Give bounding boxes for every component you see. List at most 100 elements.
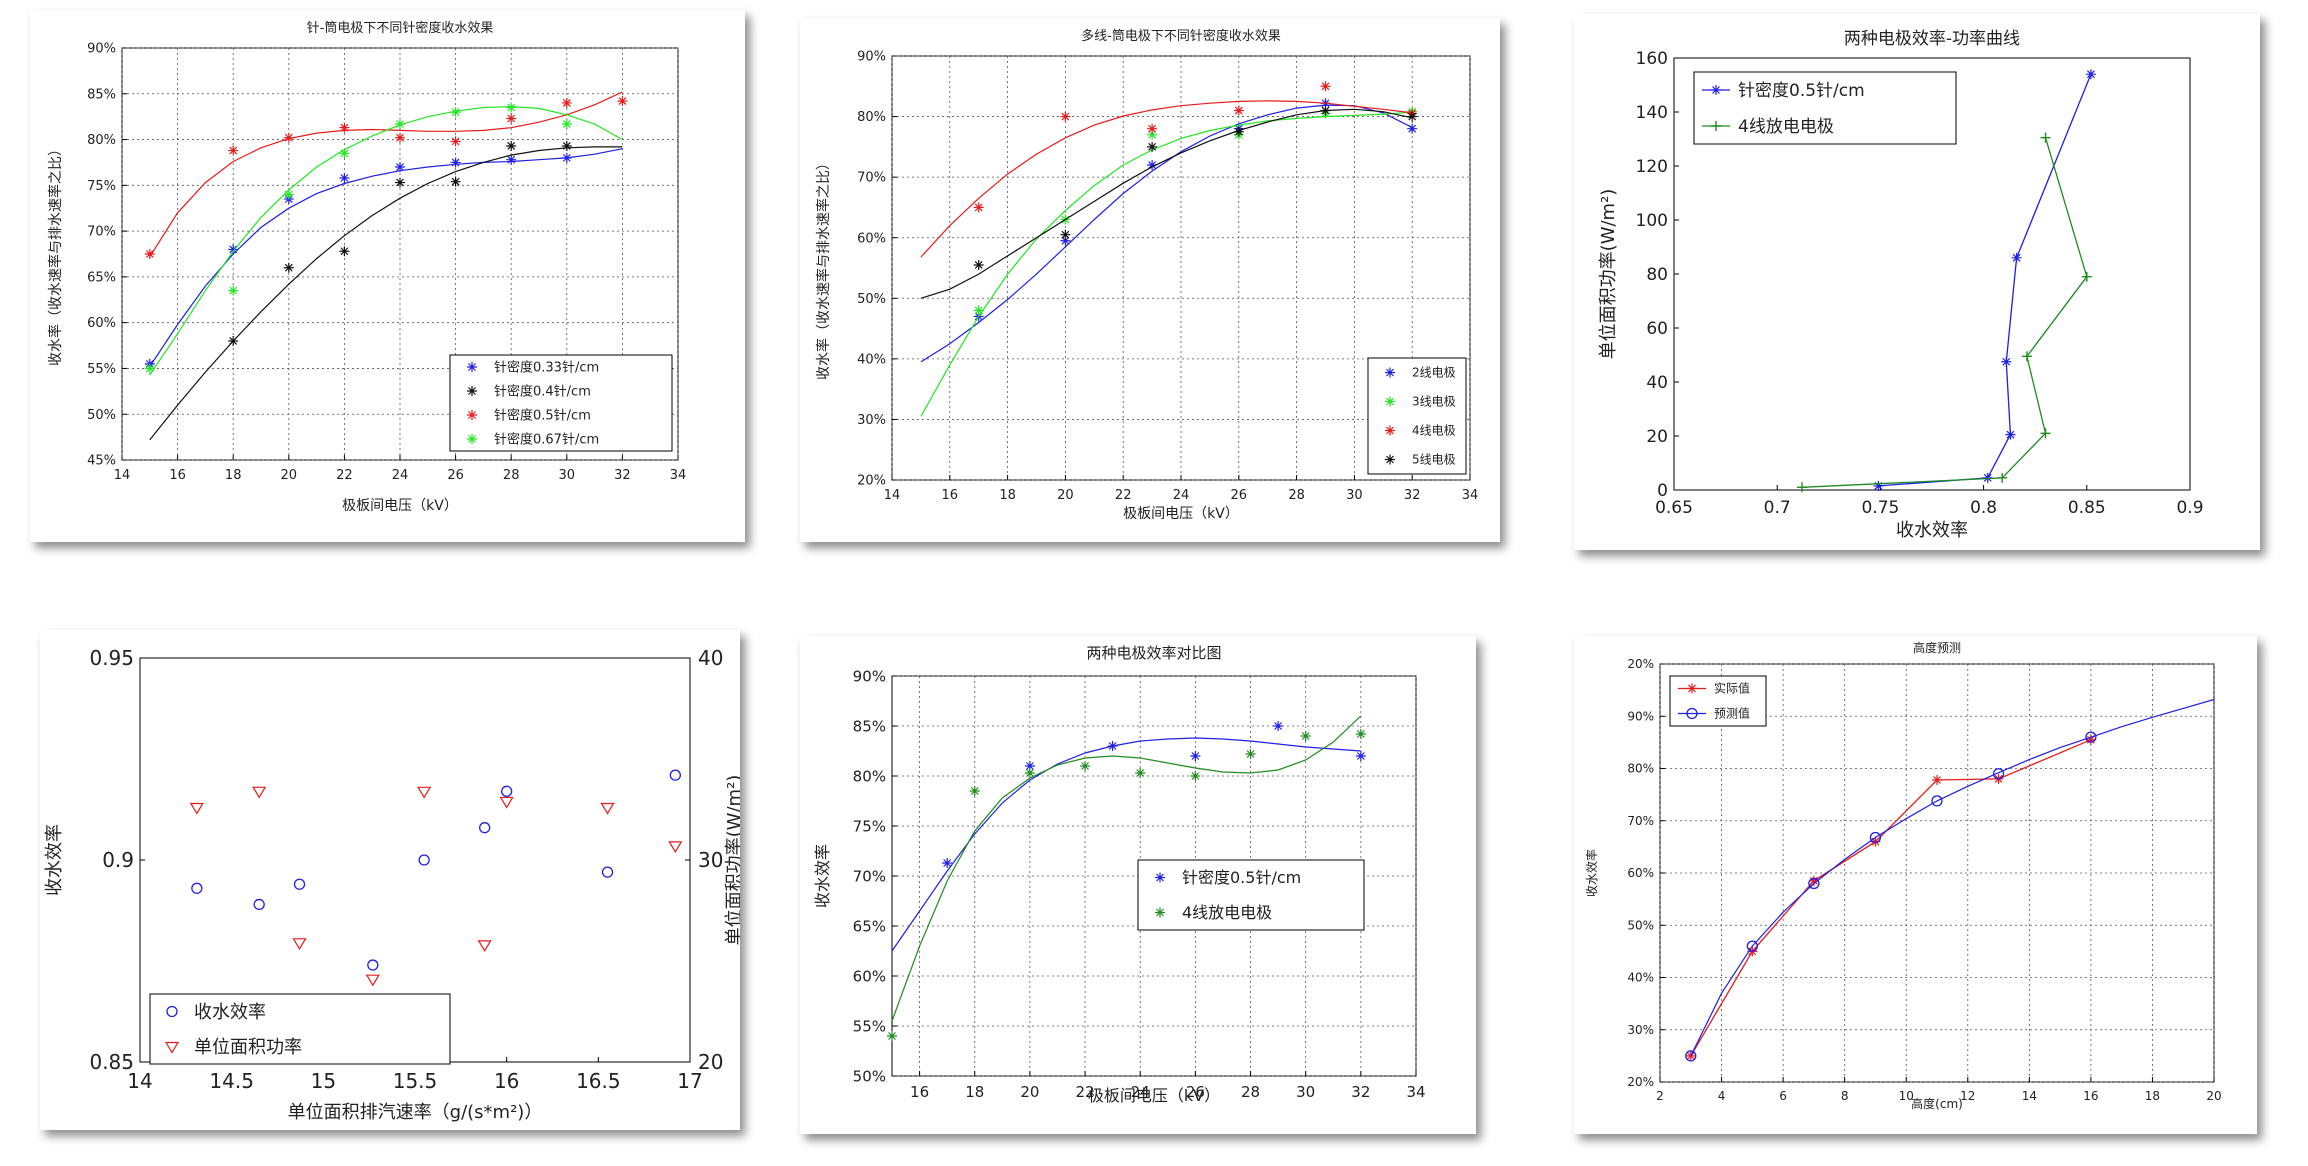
data-point	[228, 285, 239, 296]
x-axis-label: 单位面积排汽速率（g/(s*m²)）	[288, 1102, 543, 1123]
data-point	[973, 202, 984, 213]
data-point	[561, 97, 572, 108]
y-tick-label: 50%	[853, 1067, 886, 1085]
x-tick-label: 12	[1960, 1089, 1975, 1103]
data-point	[1233, 105, 1244, 116]
y-tick-label: 70%	[1627, 814, 1654, 828]
legend-box	[1693, 71, 1957, 145]
legend-marker	[1155, 872, 1165, 883]
x-tick-label: 4	[1718, 1089, 1726, 1103]
data-point	[144, 363, 155, 374]
x-tick-label: 0.7	[1764, 498, 1791, 518]
chart-title: 两种电极效率对比图	[1086, 644, 1221, 662]
data-point	[283, 189, 294, 200]
y-right-tick-label: 20	[698, 1050, 723, 1074]
data-point	[450, 107, 461, 118]
x-tick-label: 15	[311, 1069, 336, 1093]
x-tick-label: 34	[1406, 1083, 1425, 1101]
legend-marker	[1711, 85, 1721, 95]
x-tick-label: 20	[1057, 488, 1074, 503]
data-point	[1147, 160, 1158, 171]
legend-marker	[1385, 367, 1395, 378]
data-point	[1355, 751, 1366, 761]
legend-box	[1669, 675, 1767, 727]
legend-label: 实际值	[1714, 681, 1750, 696]
x-tick-label: 6	[1779, 1089, 1787, 1103]
chart-title: 多线-筒电极下不同针密度收水效果	[1081, 28, 1281, 44]
data-point	[365, 974, 380, 987]
y-tick-label: 90%	[857, 50, 886, 65]
y-right-tick-label: 40	[698, 646, 723, 670]
data-point	[2040, 428, 2051, 439]
data-point	[1982, 472, 1993, 483]
data-point	[1135, 768, 1146, 778]
x-tick-label: 0.9	[2176, 498, 2203, 518]
data-point	[499, 796, 514, 809]
y-tick-label: 80%	[853, 767, 886, 785]
legend-label: 针密度0.67针/cm	[494, 432, 599, 448]
legend-box	[149, 993, 451, 1065]
data-point	[1080, 761, 1091, 771]
data-point	[292, 938, 307, 950]
data-point	[969, 786, 980, 796]
data-point	[1796, 482, 1807, 493]
y-tick-label: 30%	[1627, 1023, 1654, 1037]
data-point	[2021, 351, 2032, 362]
data-point	[418, 854, 430, 866]
y-tick-label: 80%	[87, 133, 116, 148]
legend-label: 4线放电电极	[1738, 117, 1834, 137]
y-axis-label: 收水率（收水速率与排水速率之比）	[47, 142, 64, 366]
data-point	[561, 140, 572, 151]
legend-label: 收水效率	[194, 1002, 266, 1023]
data-point	[2085, 734, 2096, 745]
data-point	[1147, 141, 1158, 152]
series-fit-line	[920, 100, 1413, 258]
x-tick-label: 22	[1076, 1083, 1095, 1101]
legend-label: 3线电极	[1412, 395, 1456, 409]
legend-box	[449, 354, 673, 452]
legend-marker	[467, 362, 477, 372]
data-point	[1407, 111, 1418, 122]
legend-label: 4线电极	[1412, 424, 1456, 438]
data-point	[2085, 69, 2096, 80]
x-axis-label: 极板间电压（kV）	[342, 498, 458, 514]
x-axis-label: 极板间电压（kV）	[1088, 1086, 1220, 1105]
y-tick-label: 100	[1636, 211, 1668, 231]
x-tick-label: 18	[2145, 1089, 2160, 1103]
data-point	[395, 177, 405, 188]
data-point	[283, 262, 294, 273]
y-tick-label: 0.85	[89, 1050, 134, 1074]
y-tick-label: 70%	[857, 171, 886, 186]
x-tick-label: 26	[1231, 488, 1248, 503]
y-tick-label: 40%	[1627, 971, 1654, 985]
legend-label: 2线电极	[1412, 366, 1456, 380]
y-tick-label: 65%	[853, 917, 886, 935]
data-point	[506, 113, 517, 124]
y-tick-label: 20%	[1627, 1075, 1654, 1089]
data-point	[1869, 831, 1882, 844]
legend-label: 单位面积功率	[194, 1037, 302, 1058]
y-right-tick-label: 30	[698, 848, 723, 872]
y-tick-label: 60	[1646, 319, 1668, 339]
y-tick-label: 90%	[1627, 709, 1654, 723]
panel-efficiency-power: 0.65 0.7 0.75 0.8 0.85 0.9 0 20 40 60 80 100 120 140 1…	[1574, 14, 2260, 550]
x-tick-label: 22	[1115, 488, 1132, 503]
series-line	[1801, 137, 2088, 488]
data-point	[1808, 877, 1820, 890]
x-tick-label: 24	[392, 468, 409, 483]
y-tick-label: 85%	[87, 87, 116, 102]
data-point	[506, 140, 517, 151]
legend-label: 4线放电电极	[1182, 903, 1272, 922]
data-point	[1997, 472, 2008, 483]
y-tick-label: 50%	[87, 408, 116, 423]
x-tick-label: 16	[2083, 1089, 2098, 1103]
series-fit-line	[149, 146, 623, 441]
data-point	[1808, 875, 1819, 886]
data-point	[144, 249, 155, 259]
x-tick-label: 16	[910, 1083, 929, 1101]
data-point	[479, 822, 491, 834]
legend-marker	[1385, 454, 1395, 465]
data-point	[2001, 356, 2012, 367]
data-point	[1870, 836, 1881, 847]
y-tick-label: 80%	[1627, 762, 1654, 776]
